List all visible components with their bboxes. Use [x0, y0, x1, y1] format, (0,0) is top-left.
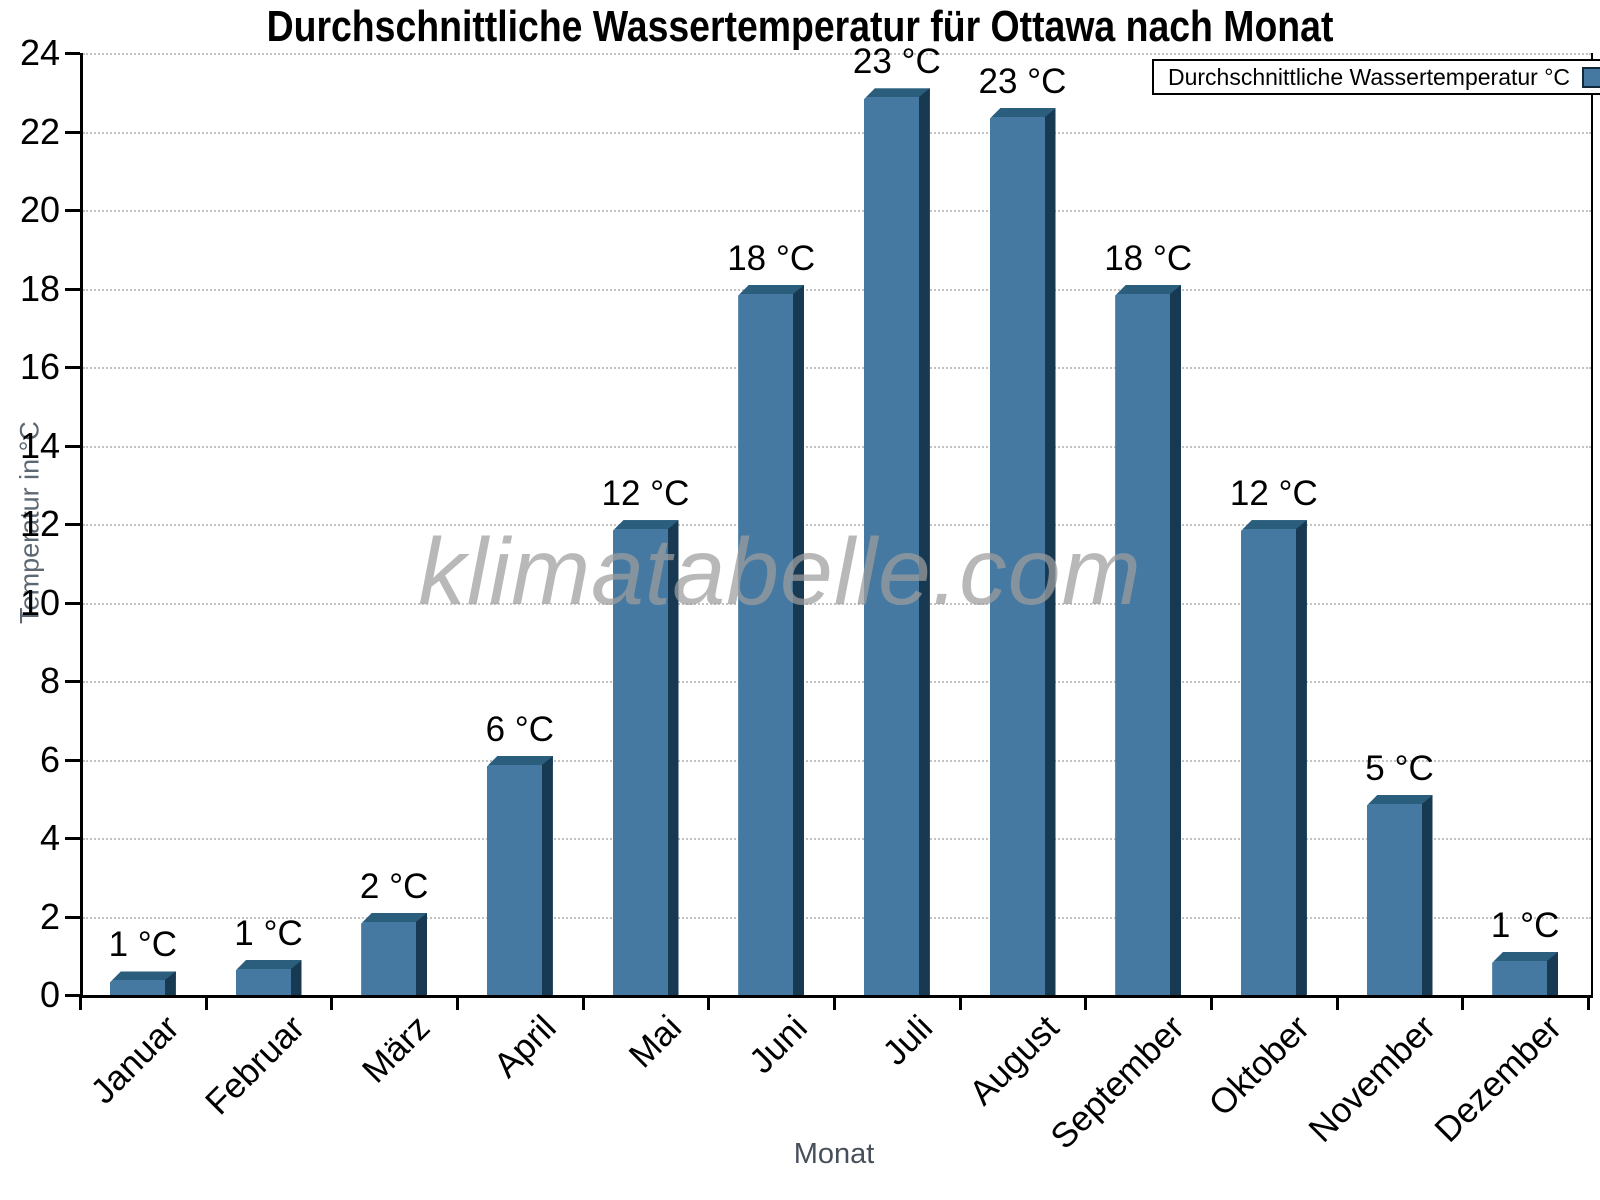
x-axis-tick	[581, 996, 585, 1010]
x-tick-label-april: April	[486, 1008, 564, 1086]
gridline	[83, 288, 1591, 291]
bar-dezember	[1492, 951, 1559, 995]
gridline	[83, 838, 1591, 840]
x-tick-label-august: August	[961, 1008, 1067, 1113]
y-tick-label: 12	[19, 503, 60, 544]
y-axis-tick	[65, 680, 80, 683]
bar-value-label: 12 °C	[1229, 474, 1318, 514]
bar-juli	[863, 88, 930, 995]
y-tick-label: 4	[39, 817, 60, 858]
y-tick-label: 2	[39, 895, 60, 937]
y-axis-tick	[65, 52, 80, 55]
legend-color-swatch	[1582, 66, 1600, 88]
bar-value-label: 5 °C	[1365, 748, 1434, 788]
bar-value-label: 23 °C	[852, 42, 941, 82]
y-axis-tick	[65, 601, 80, 605]
legend-label: Durchschnittliche Wassertemperatur °C	[1168, 63, 1571, 90]
x-axis-tick	[707, 996, 711, 1010]
bar-oktober	[1240, 520, 1307, 995]
bar-value-label: 1 °C	[108, 925, 178, 965]
y-axis-tick	[65, 994, 80, 997]
y-tick-label: 14	[19, 424, 60, 466]
gridline	[83, 445, 1591, 448]
gridline	[83, 602, 1591, 605]
y-tick-label: 6	[39, 738, 60, 780]
x-axis-tick	[456, 996, 459, 1010]
y-tick-label: 16	[19, 346, 60, 387]
y-axis-tick	[65, 758, 80, 762]
y-tick-label: 24	[19, 32, 60, 73]
x-axis-tick	[330, 996, 334, 1010]
y-tick-label: 10	[19, 581, 60, 623]
bar-februar	[235, 959, 302, 995]
gridline	[83, 53, 1591, 55]
gridline	[83, 759, 1591, 762]
y-axis-tick	[65, 915, 80, 919]
y-axis-tick	[65, 130, 80, 134]
gridline	[83, 916, 1591, 919]
x-tick-label-dezember: Dezember	[1427, 1008, 1569, 1150]
gridline	[83, 131, 1591, 134]
y-axis-tick	[65, 837, 80, 840]
legend-box: Durchschnittliche Wassertemperatur °C	[1152, 59, 1600, 95]
y-axis-tick	[65, 209, 80, 212]
x-tick-label-oktober: Oktober	[1201, 1008, 1318, 1124]
bar-value-label: 2 °C	[359, 866, 429, 906]
bar-value-label: 1 °C	[234, 913, 303, 953]
bar-august	[989, 107, 1056, 995]
x-tick-label-november: November	[1301, 1008, 1444, 1150]
bar-value-label: 18 °C	[727, 238, 816, 278]
x-axis-tick	[833, 996, 836, 1010]
chart-title: Durchschnittliche Wassertemperatur für O…	[266, 2, 1334, 51]
x-tick-label-juni: Juni	[741, 1008, 815, 1081]
gridline	[83, 210, 1591, 212]
bar-value-label: 1 °C	[1490, 905, 1560, 945]
x-axis-tick	[204, 996, 208, 1010]
bar-juni	[738, 284, 805, 995]
bar-mai	[612, 520, 679, 995]
x-axis-tick	[1461, 996, 1465, 1010]
bar-november	[1366, 794, 1433, 995]
bar-april	[486, 755, 553, 995]
y-tick-label: 0	[39, 974, 60, 1015]
x-axis-tick	[1335, 996, 1339, 1010]
x-axis-tick	[1084, 996, 1088, 1010]
bar-value-label: 12 °C	[601, 474, 690, 514]
bar-januar	[109, 971, 176, 995]
y-axis-tick	[65, 287, 80, 291]
x-tick-label-mai: Mai	[621, 1008, 690, 1076]
bar-value-label: 6 °C	[485, 709, 555, 749]
y-tick-label: 22	[19, 110, 60, 152]
x-tick-label-juli: Juli	[875, 1008, 941, 1073]
bar-value-label: 23 °C	[978, 61, 1067, 101]
x-axis-tick	[1210, 996, 1213, 1010]
x-tick-label-märz: März	[355, 1008, 438, 1091]
x-axis-tick	[958, 996, 962, 1010]
y-tick-label: 8	[39, 660, 60, 701]
x-tick-label-september: September	[1043, 1008, 1192, 1157]
y-axis-tick	[65, 444, 80, 448]
bar-value-label: 18 °C	[1104, 238, 1193, 278]
x-axis-tick	[1587, 996, 1590, 1010]
gridline	[83, 367, 1591, 369]
gridline	[83, 524, 1591, 526]
x-tick-label-februar: Februar	[197, 1008, 313, 1123]
y-tick-label: 20	[19, 189, 60, 230]
bar-märz	[361, 912, 428, 995]
y-axis-tick	[65, 523, 80, 526]
x-tick-label-januar: Januar	[83, 1008, 187, 1112]
bar-september	[1115, 284, 1182, 995]
gridline	[83, 681, 1591, 683]
y-axis-tick	[65, 366, 80, 369]
x-axis-tick	[79, 996, 82, 1010]
y-tick-label: 18	[19, 267, 60, 309]
x-axis-title: Monat	[793, 1138, 875, 1170]
plot-area	[80, 53, 1593, 998]
watermark: klimatabelle.com	[418, 519, 1142, 625]
